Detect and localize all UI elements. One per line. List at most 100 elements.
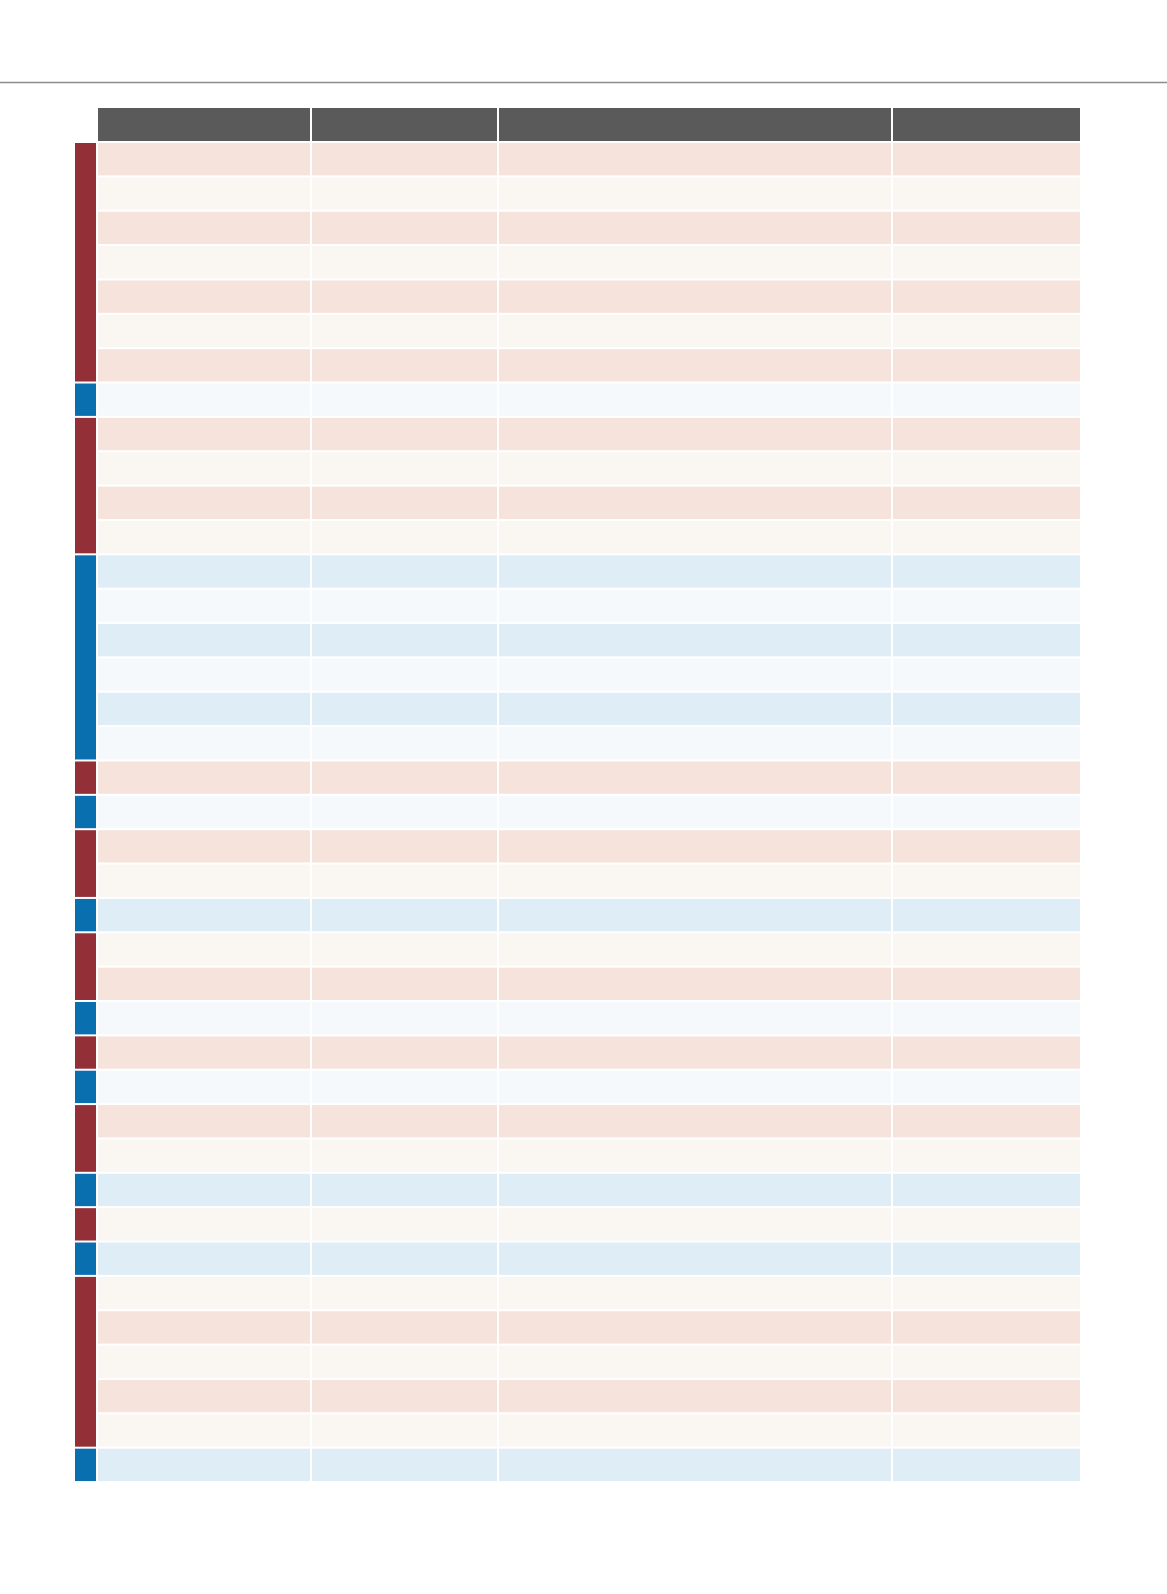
table-cell (893, 177, 1080, 210)
table-cell (312, 864, 497, 897)
table-cell (312, 589, 497, 623)
table-cell (499, 349, 891, 382)
table-cell (893, 383, 1080, 416)
table-cell (499, 1036, 891, 1069)
table-cell (98, 555, 310, 588)
header-cell (98, 108, 310, 141)
table-cell (499, 1414, 891, 1447)
table-cell (312, 143, 497, 176)
group-marker (75, 1173, 96, 1207)
table-cell (312, 555, 497, 588)
table-cell (98, 1002, 310, 1035)
table-cell (499, 761, 891, 794)
table-cell (893, 1448, 1080, 1482)
group-marker (75, 1242, 96, 1275)
table-cell (893, 967, 1080, 1000)
table-cell (893, 452, 1080, 485)
table-cell (98, 692, 310, 726)
table-cell (98, 314, 310, 348)
table-cell (499, 1379, 891, 1413)
group-marker (75, 830, 96, 897)
table-cell (98, 143, 310, 176)
table-cell (499, 658, 891, 691)
table-cell (98, 1105, 310, 1138)
table-cell (312, 452, 497, 485)
table-cell (893, 727, 1080, 760)
table-cell (893, 1379, 1080, 1413)
table-cell (499, 1208, 891, 1241)
group-marker (75, 1002, 96, 1035)
table-cell (312, 1208, 497, 1241)
table-cell (98, 727, 310, 760)
table-cell (499, 1070, 891, 1104)
table-cell (312, 933, 497, 966)
table-cell (499, 898, 891, 932)
table-cell (499, 1448, 891, 1482)
table-cell (893, 830, 1080, 863)
header-cell (499, 108, 891, 141)
table-cell (893, 1276, 1080, 1310)
table-cell (893, 349, 1080, 382)
group-marker (75, 555, 96, 760)
table-cell (98, 383, 310, 416)
table-cell (893, 280, 1080, 313)
table-cell (893, 589, 1080, 623)
table-cell (893, 1036, 1080, 1069)
table-cell (98, 1036, 310, 1069)
table-cell (98, 761, 310, 794)
table-cell (499, 727, 891, 760)
table-cell (893, 898, 1080, 932)
table-cell (499, 692, 891, 726)
group-marker (75, 898, 96, 932)
table-cell (893, 1208, 1080, 1241)
table-cell (893, 246, 1080, 279)
table-cell (499, 280, 891, 313)
table-cell (312, 314, 497, 348)
group-marker (75, 143, 96, 382)
table-cell (499, 1345, 891, 1378)
table-cell (98, 1208, 310, 1241)
table-cell (499, 967, 891, 1000)
table-cell (312, 692, 497, 726)
table-cell (312, 383, 497, 416)
table-cell (499, 1002, 891, 1035)
table-cell (499, 864, 891, 897)
table-cell (98, 1242, 310, 1275)
table-cell (98, 520, 310, 554)
table-cell (893, 795, 1080, 829)
table-cell (499, 520, 891, 554)
table-cell (499, 555, 891, 588)
table-cell (499, 314, 891, 348)
table-cell (893, 143, 1080, 176)
table-cell (312, 727, 497, 760)
group-marker (75, 1105, 96, 1172)
table-cell (312, 1311, 497, 1344)
table-cell (312, 1002, 497, 1035)
table-cell (312, 1139, 497, 1172)
table-cell (312, 177, 497, 210)
table-cell (98, 349, 310, 382)
table-cell (893, 211, 1080, 245)
group-marker (75, 417, 96, 554)
table-cell (893, 1002, 1080, 1035)
table-cell (312, 520, 497, 554)
table-cell (312, 1242, 497, 1275)
table-cell (893, 1311, 1080, 1344)
table-cell (98, 486, 310, 519)
table-cell (893, 1414, 1080, 1447)
table-cell (312, 1276, 497, 1310)
table-cell (312, 761, 497, 794)
table-cell (98, 1139, 310, 1172)
table-cell (499, 795, 891, 829)
table-cell (312, 211, 497, 245)
table-cell (893, 1105, 1080, 1138)
table-cell (98, 933, 310, 966)
table-cell (499, 1173, 891, 1207)
table-cell (499, 1276, 891, 1310)
header-cell (893, 108, 1080, 141)
group-marker (75, 795, 96, 829)
table-cell (312, 624, 497, 657)
table-cell (98, 1311, 310, 1344)
